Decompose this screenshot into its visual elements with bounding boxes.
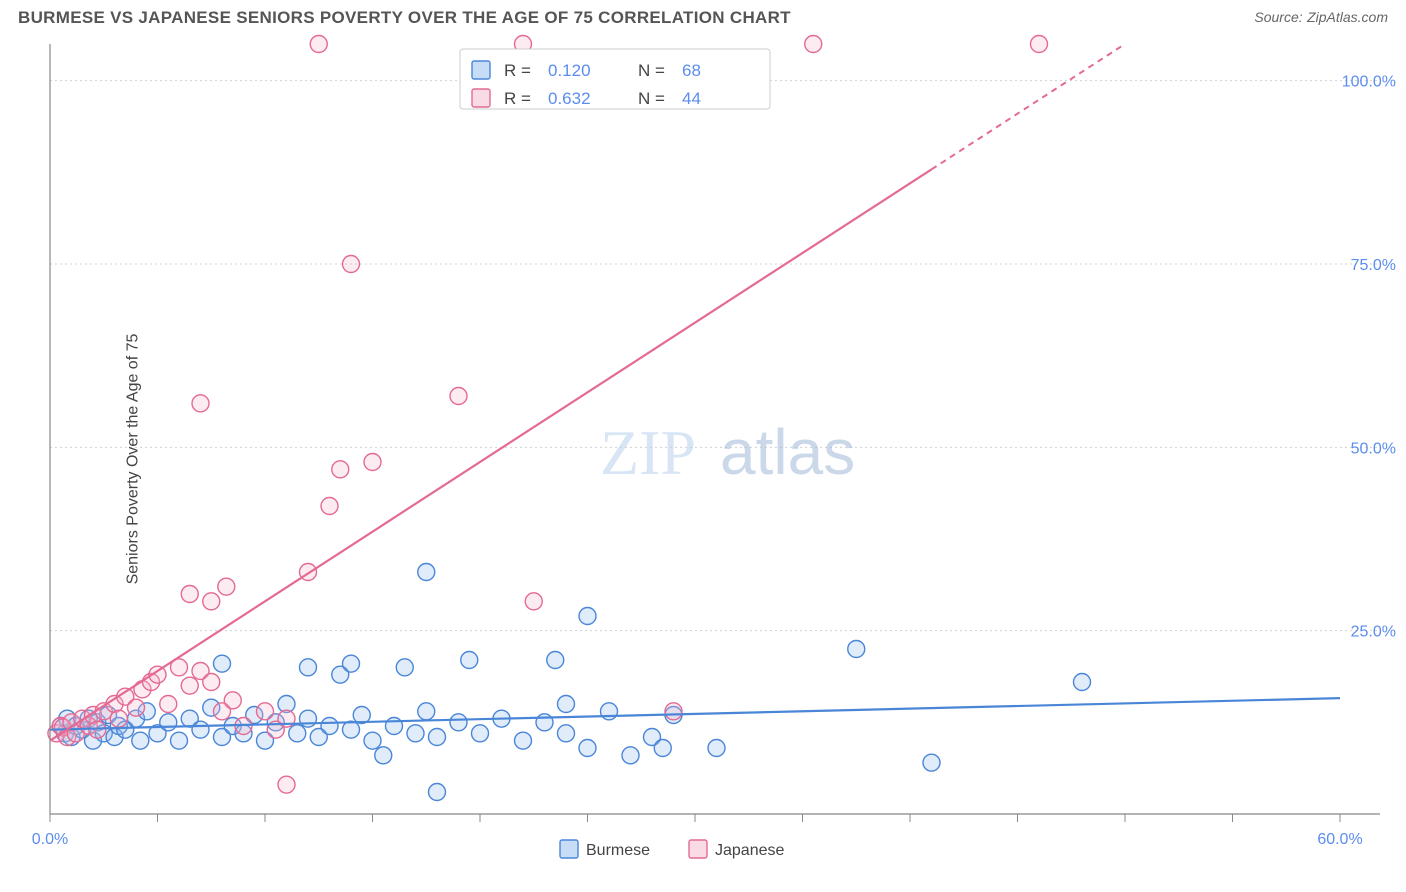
- data-point: [343, 721, 360, 738]
- source-name: ZipAtlas.com: [1307, 9, 1388, 25]
- data-point: [364, 454, 381, 471]
- legend-r-label: R =: [504, 61, 531, 80]
- data-point: [278, 776, 295, 793]
- data-point: [461, 652, 478, 669]
- data-point: [515, 732, 532, 749]
- data-point: [708, 740, 725, 757]
- legend-swatch: [689, 840, 707, 858]
- legend-n-value: 68: [682, 61, 701, 80]
- data-point: [622, 747, 639, 764]
- scatter-chart: 25.0% 50.0% 75.0% 100.0% ZIP atlas 0.0% 60.0% R …: [0, 34, 1406, 884]
- data-point: [407, 725, 424, 742]
- legend-r-label: R =: [504, 89, 531, 108]
- legend-swatch: [560, 840, 578, 858]
- data-point: [848, 641, 865, 658]
- data-point: [300, 659, 317, 676]
- data-point: [181, 586, 198, 603]
- data-point: [525, 593, 542, 610]
- data-point: [1031, 36, 1048, 53]
- ytick-label: 50.0%: [1351, 440, 1396, 457]
- data-point: [364, 732, 381, 749]
- data-point: [310, 36, 327, 53]
- legend-n-label: N =: [638, 89, 665, 108]
- data-point: [192, 395, 209, 412]
- data-point: [300, 710, 317, 727]
- legend-n-value: 44: [682, 89, 701, 108]
- data-point: [192, 721, 209, 738]
- data-point: [321, 718, 338, 735]
- data-point: [472, 725, 489, 742]
- legend-series-label: Japanese: [715, 842, 784, 859]
- xtick-label: 0.0%: [32, 831, 68, 848]
- watermark: ZIP: [600, 417, 696, 488]
- data-point: [429, 784, 446, 801]
- data-point: [1074, 674, 1091, 691]
- data-point: [450, 388, 467, 405]
- data-point: [110, 710, 127, 727]
- data-point: [805, 36, 822, 53]
- data-point: [289, 725, 306, 742]
- data-point: [171, 732, 188, 749]
- data-point: [332, 461, 349, 478]
- data-point: [450, 714, 467, 731]
- data-point: [203, 593, 220, 610]
- data-point: [224, 692, 241, 709]
- data-point: [558, 725, 575, 742]
- ytick-label: 100.0%: [1342, 74, 1396, 91]
- data-point: [160, 696, 177, 713]
- data-point: [214, 655, 231, 672]
- data-point: [128, 699, 145, 716]
- ytick-label: 75.0%: [1351, 257, 1396, 274]
- data-point: [558, 696, 575, 713]
- data-point: [601, 703, 618, 720]
- legend-r-value: 0.120: [548, 61, 591, 80]
- data-point: [257, 703, 274, 720]
- source-attribution: Source: ZipAtlas.com: [1254, 9, 1388, 27]
- legend-series-label: Burmese: [586, 842, 650, 859]
- data-point: [375, 747, 392, 764]
- source-label: Source:: [1254, 9, 1302, 25]
- chart-container: Seniors Poverty Over the Age of 75 25.0%…: [0, 34, 1406, 884]
- data-point: [418, 703, 435, 720]
- data-point: [396, 659, 413, 676]
- trend-line: [50, 698, 1340, 730]
- data-point: [343, 256, 360, 273]
- data-point: [579, 608, 596, 625]
- data-point: [547, 652, 564, 669]
- legend-swatch: [472, 61, 490, 79]
- data-point: [418, 564, 435, 581]
- legend-r-value: 0.632: [548, 89, 591, 108]
- data-point: [665, 703, 682, 720]
- data-point: [579, 740, 596, 757]
- trend-line-dashed: [932, 44, 1126, 169]
- data-point: [321, 498, 338, 515]
- data-point: [429, 729, 446, 746]
- data-point: [181, 677, 198, 694]
- data-point: [654, 740, 671, 757]
- chart-title: BURMESE VS JAPANESE SENIORS POVERTY OVER…: [18, 8, 791, 28]
- data-point: [160, 714, 177, 731]
- data-point: [218, 578, 235, 595]
- legend-n-label: N =: [638, 61, 665, 80]
- xtick-label: 60.0%: [1317, 831, 1362, 848]
- ytick-label: 25.0%: [1351, 624, 1396, 641]
- legend-swatch: [472, 89, 490, 107]
- data-point: [132, 732, 149, 749]
- data-point: [203, 674, 220, 691]
- data-point: [343, 655, 360, 672]
- data-point: [923, 754, 940, 771]
- watermark: atlas: [720, 416, 855, 488]
